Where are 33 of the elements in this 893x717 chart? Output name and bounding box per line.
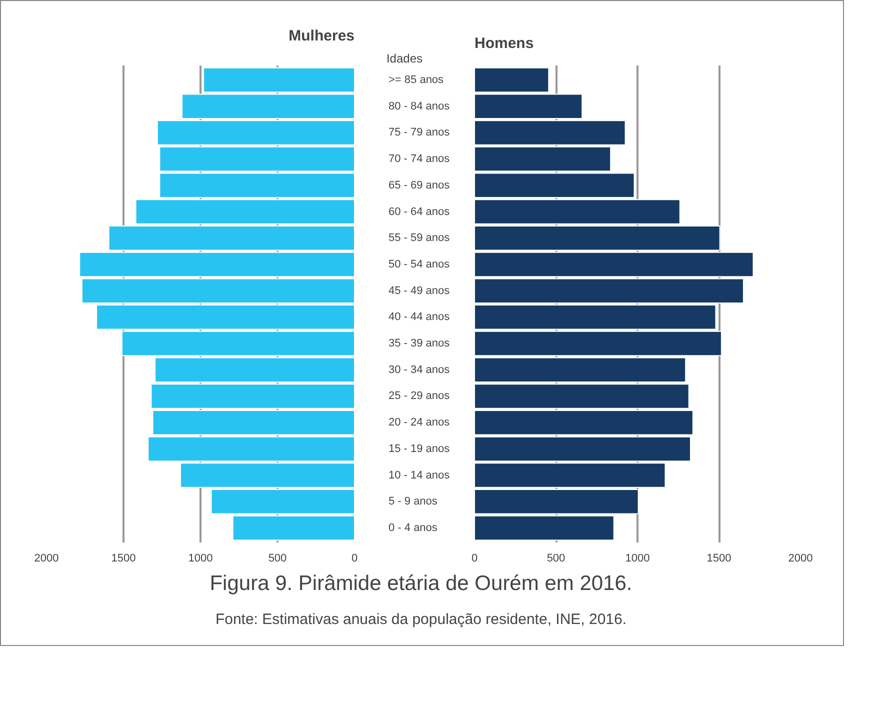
x-tick-label: 1500 xyxy=(706,552,732,564)
x-tick-label: 1000 xyxy=(188,552,213,564)
y-tick-label: 20 - 24 anos xyxy=(388,416,450,429)
x-tick-label: 2000 xyxy=(34,552,59,564)
x-tick-label: 0 xyxy=(351,552,358,564)
y-tick-label: 0 - 4 anos xyxy=(388,522,438,534)
y-tick-label: 10 - 14 anos xyxy=(388,469,450,482)
x-tick-label: 0 xyxy=(471,552,478,564)
y-tick-label: 50 - 54 anos xyxy=(388,258,450,270)
y-tick-label: 35 - 39 anos xyxy=(388,338,450,350)
x-tick-label: 1000 xyxy=(625,552,650,564)
y-tick-label: 80 - 84 anos xyxy=(388,100,450,112)
y-tick-label: 55 - 59 anos xyxy=(388,232,450,244)
y-tick-label: 65 - 69 anos xyxy=(388,179,450,192)
chart-title: Homens xyxy=(474,35,534,52)
x-tick-label: 2000 xyxy=(788,552,813,564)
y-tick-label: 75 - 79 anos xyxy=(388,126,450,139)
y-tick-label: >= 85 anos xyxy=(388,74,444,86)
y-tick-label: 70 - 74 anos xyxy=(388,153,450,166)
y-tick-label: 60 - 64 anos xyxy=(388,206,450,218)
y-tick-label: 25 - 29 anos xyxy=(388,390,450,402)
text: Figura 9. Pirâmide etária de Ourém em 2016. xyxy=(210,571,632,597)
x-tick-label: 1500 xyxy=(111,552,136,564)
chart-title: Mulheres xyxy=(288,28,355,44)
y-tick-label: 40 - 44 anos xyxy=(388,311,450,324)
y-tick-label: 5 - 9 anos xyxy=(388,496,438,508)
source-note: Fonte: Estimativas anuais da população residente, INE, 2016. xyxy=(215,610,627,630)
y-tick-label: 45 - 49 anos xyxy=(388,284,450,297)
y-axis-title: Idades xyxy=(386,52,422,66)
y-tick-label: 30 - 34 anos xyxy=(388,364,450,376)
x-tick-label: 500 xyxy=(268,552,287,564)
x-tick-label: 500 xyxy=(546,552,566,564)
y-tick-label: 15 - 19 anos xyxy=(388,442,450,455)
